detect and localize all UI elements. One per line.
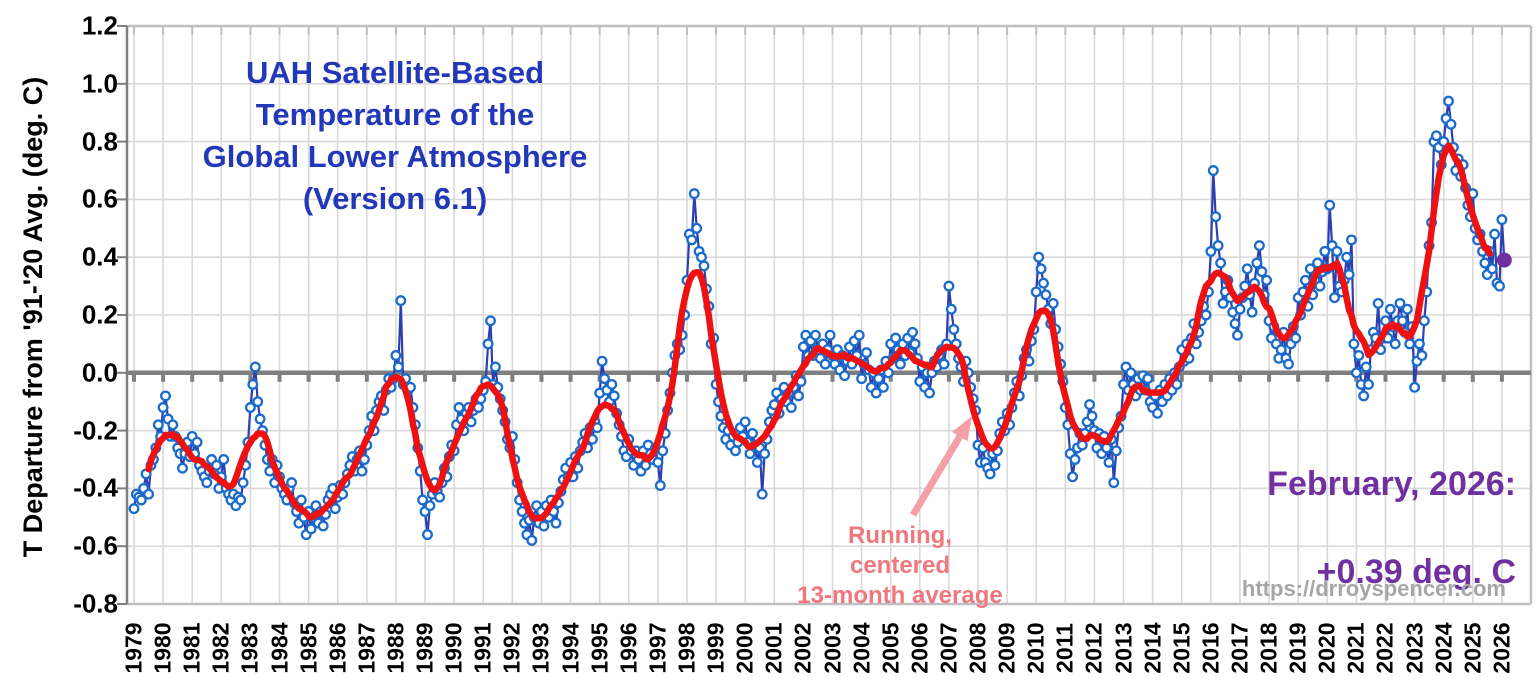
x-tick-label: 1993 — [527, 622, 554, 674]
y-tick-label: -0.4 — [73, 472, 118, 503]
y-tick-label: 0.4 — [81, 241, 118, 272]
x-tick-label: 1998 — [673, 622, 700, 674]
x-tick-label: 1989 — [411, 622, 438, 674]
x-tick-label: 2013 — [1110, 622, 1137, 674]
y-tick-label: 1.2 — [81, 10, 118, 41]
x-tick-label: 2002 — [789, 622, 816, 674]
x-tick-label: 1995 — [586, 622, 613, 674]
y-tick-label: 1.0 — [81, 68, 118, 99]
x-tick-label: 2001 — [760, 622, 787, 674]
x-tick-label: 2014 — [1139, 622, 1166, 674]
x-tick-label: 1981 — [178, 622, 205, 674]
x-tick-label: 2019 — [1284, 622, 1311, 674]
y-tick-label: 0.6 — [81, 183, 118, 214]
y-tick-label: 0.0 — [81, 357, 118, 388]
x-tick-label: 2008 — [964, 622, 991, 674]
x-tick-label: 1990 — [440, 622, 467, 674]
x-tick-label: 2010 — [1022, 622, 1049, 674]
x-tick-label: 2017 — [1226, 622, 1253, 674]
x-tick-label: 2007 — [935, 622, 962, 674]
x-tick-label: 2005 — [877, 622, 904, 674]
smoother-arrow — [951, 416, 972, 442]
x-tick-label: 1988 — [382, 622, 409, 674]
x-tick-label: 2025 — [1459, 622, 1486, 674]
x-tick-label: 2009 — [993, 622, 1020, 674]
x-tick-label: 1986 — [324, 622, 351, 674]
y-tick-label: -0.8 — [73, 588, 118, 619]
x-tick-label: 1996 — [615, 622, 642, 674]
x-tick-label: 2021 — [1342, 622, 1369, 674]
x-tick-label: 2024 — [1430, 622, 1457, 674]
x-tick-label: 1999 — [702, 622, 729, 674]
y-tick-label: -0.2 — [73, 415, 118, 446]
x-tick-label: 2006 — [906, 622, 933, 674]
x-tick-label: 1984 — [266, 622, 293, 674]
latest-value-annotation: February, 2026: +0.39 deg. C — [1096, 418, 1516, 638]
x-tick-label: 1985 — [295, 622, 322, 674]
x-tick-label: 1991 — [469, 622, 496, 674]
x-tick-label: 1982 — [207, 622, 234, 674]
x-tick-label: 2020 — [1313, 622, 1340, 674]
x-tick-label: 1994 — [557, 622, 584, 674]
chart-title: UAH Satellite-Based Temperature of the G… — [202, 55, 588, 216]
x-tick-label: 1997 — [644, 622, 671, 674]
x-tick-label: 2016 — [1197, 622, 1224, 674]
x-tick-label: 2004 — [848, 622, 875, 674]
y-tick-label: 0.8 — [81, 126, 118, 157]
y-tick-label: 0.2 — [81, 299, 118, 330]
x-tick-label: 2012 — [1080, 622, 1107, 674]
x-tick-label: 2000 — [731, 622, 758, 674]
website-url: https://drroyspencer.com — [1241, 576, 1506, 601]
latest-point-marker — [1496, 252, 1512, 268]
x-tick-label: 1992 — [498, 622, 525, 674]
x-tick-label: 1983 — [236, 622, 263, 674]
x-tick-label: 1987 — [353, 622, 380, 674]
x-tick-label: 2018 — [1255, 622, 1282, 674]
smoother-label: Running, centered 13-month average — [797, 522, 1003, 609]
x-tick-label: 2003 — [819, 622, 845, 674]
x-tick-label: 2015 — [1168, 622, 1195, 674]
latest-value-month: February, 2026: — [1267, 465, 1516, 503]
latest-value-anomaly: +0.39 deg. C — [1316, 553, 1516, 591]
x-tick-label: 2022 — [1371, 622, 1398, 674]
x-tick-label: 2023 — [1401, 622, 1428, 674]
x-tick-label: 2026 — [1488, 622, 1515, 674]
x-tick-label: 1979 — [120, 622, 147, 674]
x-tick-label: 2011 — [1051, 623, 1078, 673]
y-tick-label: -0.6 — [73, 530, 118, 561]
x-tick-label: 1980 — [149, 622, 176, 674]
